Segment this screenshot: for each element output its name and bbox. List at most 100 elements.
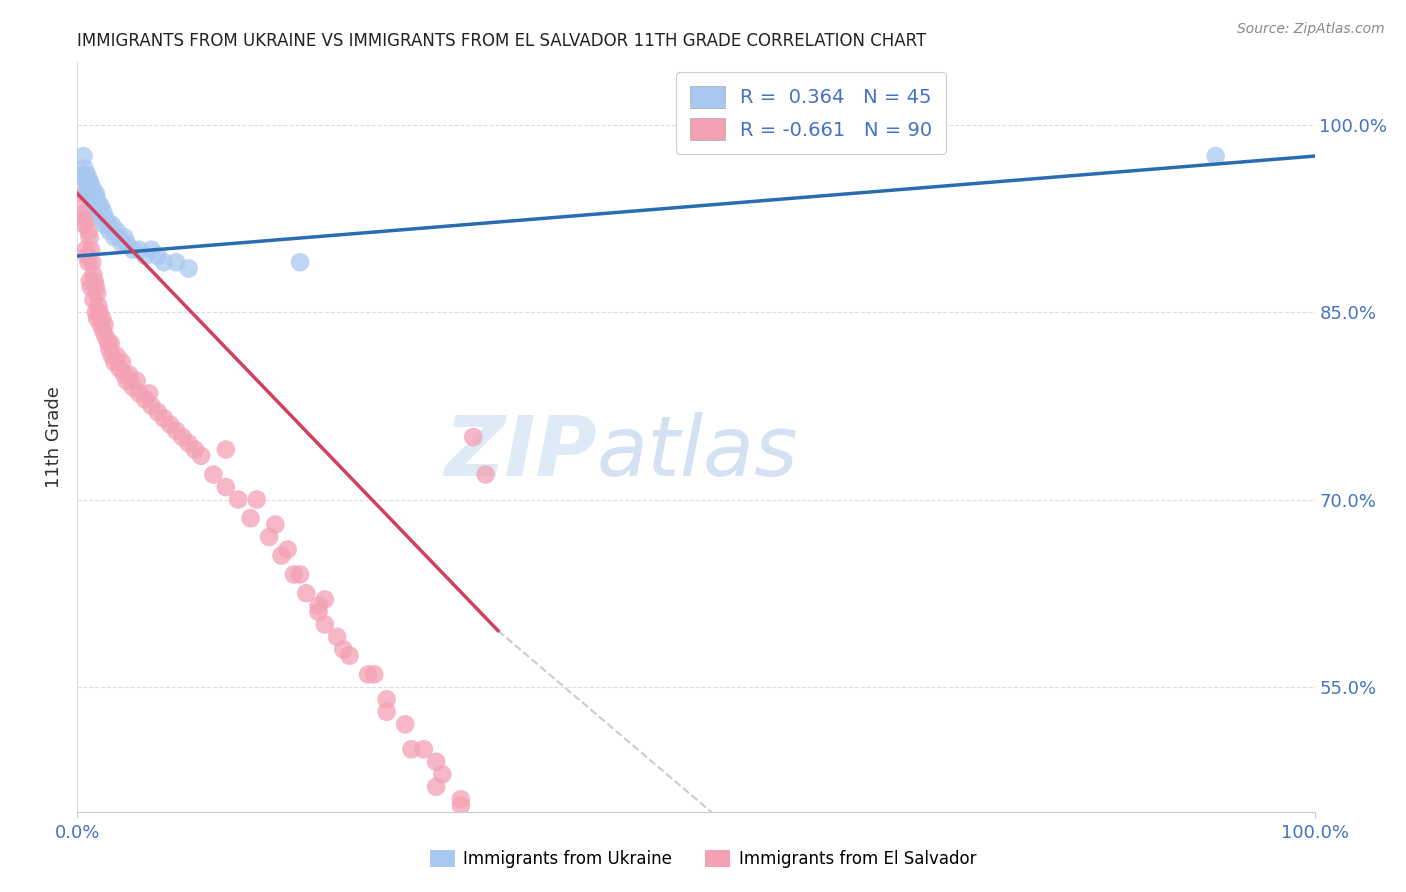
- Point: [112, 230, 135, 244]
- Point: [82, 293, 104, 307]
- Point: [91, 324, 114, 338]
- Y-axis label: 11th Grade: 11th Grade: [45, 386, 63, 488]
- Point: [141, 243, 163, 257]
- Point: [79, 230, 101, 244]
- Point: [283, 567, 305, 582]
- Point: [75, 174, 97, 188]
- Point: [412, 742, 434, 756]
- Point: [98, 224, 121, 238]
- Point: [72, 168, 94, 182]
- Point: [277, 542, 299, 557]
- Point: [141, 399, 163, 413]
- Point: [105, 349, 128, 363]
- Point: [288, 255, 311, 269]
- Point: [75, 168, 97, 182]
- Point: [314, 592, 336, 607]
- Point: [77, 174, 100, 188]
- Point: [375, 705, 398, 719]
- Point: [72, 149, 94, 163]
- Point: [77, 186, 100, 201]
- Point: [73, 161, 96, 176]
- Point: [172, 430, 194, 444]
- Point: [86, 193, 108, 207]
- Point: [80, 243, 103, 257]
- Point: [190, 449, 212, 463]
- Point: [75, 243, 97, 257]
- Point: [76, 249, 98, 263]
- Point: [159, 417, 181, 432]
- Point: [105, 224, 128, 238]
- Point: [77, 224, 100, 238]
- Point: [270, 549, 292, 563]
- Point: [339, 648, 361, 663]
- Point: [84, 305, 107, 319]
- Point: [108, 230, 131, 244]
- Point: [91, 211, 114, 226]
- Point: [94, 330, 117, 344]
- Point: [82, 268, 104, 282]
- Point: [98, 343, 121, 357]
- Point: [101, 349, 124, 363]
- Point: [165, 424, 187, 438]
- Point: [314, 617, 336, 632]
- Point: [468, 817, 491, 831]
- Point: [72, 168, 94, 182]
- Point: [450, 798, 472, 813]
- Point: [288, 567, 311, 582]
- Point: [128, 386, 150, 401]
- Point: [226, 492, 249, 507]
- Point: [146, 405, 169, 419]
- Point: [82, 180, 104, 194]
- Point: [90, 318, 112, 332]
- Point: [425, 780, 447, 794]
- Point: [80, 186, 103, 201]
- Legend: Immigrants from Ukraine, Immigrants from El Salvador: Immigrants from Ukraine, Immigrants from…: [423, 843, 983, 875]
- Point: [1205, 149, 1227, 163]
- Point: [177, 261, 200, 276]
- Point: [122, 243, 145, 257]
- Point: [184, 442, 207, 457]
- Point: [401, 742, 423, 756]
- Point: [89, 305, 111, 319]
- Point: [87, 299, 110, 313]
- Point: [108, 361, 131, 376]
- Point: [103, 355, 125, 369]
- Point: [115, 374, 138, 388]
- Point: [165, 255, 187, 269]
- Point: [394, 717, 416, 731]
- Point: [79, 274, 101, 288]
- Point: [202, 467, 225, 482]
- Point: [111, 236, 134, 251]
- Point: [80, 280, 103, 294]
- Text: Source: ZipAtlas.com: Source: ZipAtlas.com: [1237, 22, 1385, 37]
- Point: [72, 193, 94, 207]
- Point: [93, 318, 115, 332]
- Point: [72, 211, 94, 226]
- Point: [115, 236, 138, 251]
- Text: IMMIGRANTS FROM UKRAINE VS IMMIGRANTS FROM EL SALVADOR 11TH GRADE CORRELATION CH: IMMIGRANTS FROM UKRAINE VS IMMIGRANTS FR…: [77, 32, 927, 50]
- Point: [83, 193, 105, 207]
- Point: [332, 642, 354, 657]
- Point: [257, 530, 280, 544]
- Point: [357, 667, 380, 681]
- Point: [79, 174, 101, 188]
- Point: [134, 249, 156, 263]
- Point: [82, 193, 104, 207]
- Point: [308, 605, 330, 619]
- Point: [84, 186, 107, 201]
- Point: [450, 792, 472, 806]
- Point: [425, 755, 447, 769]
- Point: [76, 211, 98, 226]
- Point: [97, 218, 120, 232]
- Point: [215, 480, 238, 494]
- Point: [153, 255, 176, 269]
- Point: [75, 205, 97, 219]
- Point: [94, 211, 117, 226]
- Point: [86, 286, 108, 301]
- Point: [84, 199, 107, 213]
- Point: [128, 243, 150, 257]
- Point: [146, 249, 169, 263]
- Point: [97, 336, 120, 351]
- Point: [73, 218, 96, 232]
- Point: [103, 230, 125, 244]
